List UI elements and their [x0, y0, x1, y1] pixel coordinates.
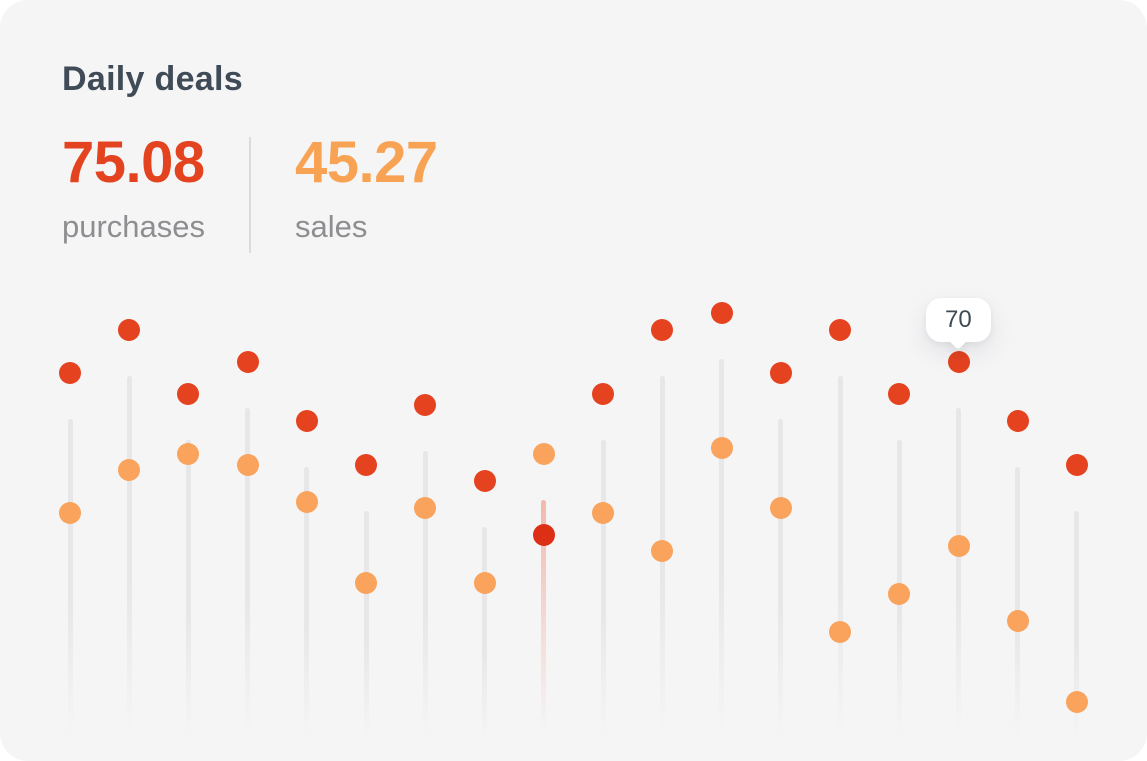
card-header: Daily deals 75.08 purchases 45.27 sales — [62, 60, 438, 253]
purchases-value: 75.08 — [62, 130, 205, 195]
purchases-stat: 75.08 purchases — [62, 130, 206, 253]
stats-row: 75.08 purchases 45.27 sales — [62, 130, 438, 253]
column-stem — [185, 440, 191, 748]
purchases-dot[interactable] — [1006, 410, 1029, 433]
purchases-dot[interactable] — [829, 318, 852, 341]
column-stem — [482, 526, 488, 748]
column-stem — [126, 375, 132, 748]
sales-stat: 45.27 sales — [295, 130, 438, 253]
purchases-dot[interactable] — [295, 410, 318, 433]
column-stem — [67, 418, 73, 748]
column-stem — [1015, 467, 1021, 748]
purchases-dot[interactable] — [592, 383, 615, 406]
purchases-dot[interactable] — [1065, 453, 1088, 476]
purchases-dot[interactable] — [59, 361, 81, 384]
card-title: Daily deals — [62, 60, 243, 98]
purchases-label: purchases — [62, 208, 206, 244]
purchases-dot[interactable] — [355, 453, 378, 476]
sales-dot[interactable] — [473, 572, 496, 595]
sales-dot[interactable] — [829, 621, 852, 643]
sales-dot[interactable] — [295, 491, 318, 514]
sales-label: sales — [295, 208, 368, 244]
sales-dot[interactable] — [888, 583, 911, 606]
sales-dot[interactable] — [1006, 610, 1029, 633]
tooltip-tail-icon — [948, 330, 969, 350]
purchases-dot[interactable] — [414, 394, 437, 417]
column-stem — [1074, 510, 1080, 748]
purchases-dot[interactable] — [710, 302, 733, 325]
sales-dot[interactable] — [236, 453, 259, 476]
purchases-dot[interactable] — [236, 351, 259, 373]
column-stem — [956, 408, 962, 748]
column-stem — [422, 451, 428, 748]
column-stem — [837, 375, 843, 748]
sales-dot[interactable] — [592, 502, 615, 525]
sales-dot[interactable] — [710, 437, 733, 460]
purchases-dot-highlighted[interactable] — [532, 523, 555, 546]
purchases-dot[interactable] — [651, 318, 674, 341]
sales-dot[interactable] — [59, 502, 81, 525]
sales-dot[interactable] — [355, 572, 378, 595]
column-stem — [719, 359, 725, 748]
sales-dot[interactable] — [651, 540, 674, 562]
purchases-dot[interactable] — [769, 361, 792, 384]
column-stem — [363, 510, 369, 748]
purchases-dot[interactable] — [118, 318, 141, 341]
column-stem-highlighted — [541, 499, 547, 748]
stats-divider — [249, 137, 252, 253]
sales-dot[interactable] — [1065, 691, 1088, 714]
sales-dot[interactable] — [947, 534, 970, 557]
purchases-dot[interactable] — [177, 383, 200, 406]
sales-dot[interactable] — [118, 459, 141, 481]
chart-tooltip: 70 — [926, 298, 991, 350]
tooltip-value: 70 — [945, 306, 972, 333]
sales-dot[interactable] — [769, 496, 792, 519]
column-stem — [245, 408, 251, 748]
column-stem — [304, 467, 310, 748]
purchases-dot[interactable] — [473, 469, 496, 492]
column-stem — [778, 418, 784, 748]
purchases-dot[interactable] — [888, 383, 911, 406]
column-stem — [600, 440, 606, 748]
sales-value: 45.27 — [295, 130, 438, 195]
sales-dot[interactable] — [532, 442, 555, 465]
purchases-dot[interactable] — [947, 351, 970, 373]
sales-dot[interactable] — [414, 496, 437, 519]
sales-dot[interactable] — [177, 442, 200, 465]
